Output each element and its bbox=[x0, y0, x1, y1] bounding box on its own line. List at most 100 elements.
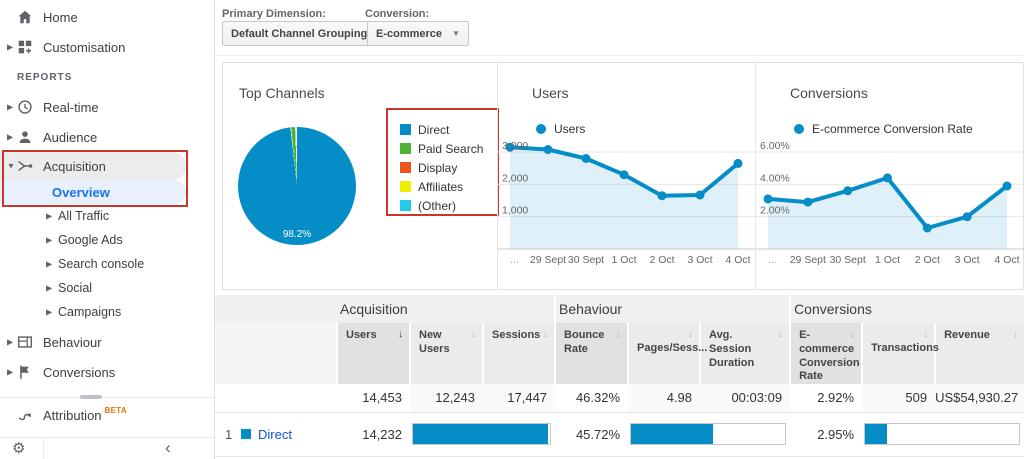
pie-percent-label: 98.2% bbox=[282, 229, 312, 240]
data-point[interactable] bbox=[505, 142, 515, 152]
data-point[interactable] bbox=[581, 154, 591, 163]
x-axis-tick-label: 1 Oct bbox=[611, 254, 636, 266]
sidebar-item-social[interactable]: ▶ Social bbox=[0, 276, 215, 300]
primary-dimension-dropdown[interactable]: Default Channel Grouping ▼ bbox=[222, 21, 395, 46]
sidebar-item-home[interactable]: Home bbox=[0, 2, 215, 32]
summary-bounce-rate: 46.32% bbox=[555, 384, 629, 413]
sort-arrow-icon[interactable]: ↓ bbox=[1013, 329, 1019, 340]
data-point[interactable] bbox=[1002, 181, 1012, 191]
sort-arrow-icon[interactable]: ↓ bbox=[778, 329, 784, 340]
sidebar-item-behaviour[interactable]: ▶ Behaviour bbox=[0, 327, 215, 357]
chevron-right-icon[interactable]: ▶ bbox=[46, 211, 53, 221]
sidebar-item-customisation[interactable]: ▶ Customisation bbox=[0, 32, 215, 62]
legend-item-direct[interactable]: Direct bbox=[400, 120, 497, 139]
users-bar-box bbox=[412, 423, 552, 445]
conversion-series-legend[interactable]: E-commerce Conversion Rate bbox=[794, 122, 973, 136]
data-point[interactable] bbox=[843, 186, 853, 196]
sidebar-item-label: Conversions bbox=[43, 364, 116, 380]
sidebar-item-attribution[interactable]: Attribution BETA bbox=[0, 400, 215, 430]
chevron-right-icon[interactable]: ▶ bbox=[46, 283, 53, 293]
sidebar-item-label: Audience bbox=[43, 129, 98, 145]
sidebar-item-campaigns[interactable]: ▶ Campaigns bbox=[0, 300, 215, 324]
legend-item-display[interactable]: Display bbox=[400, 158, 497, 177]
attribution-icon bbox=[16, 406, 34, 424]
sidebar-item-real-time[interactable]: ▶ Real-time bbox=[0, 92, 215, 122]
chevron-right-icon[interactable]: ▶ bbox=[7, 337, 14, 347]
chevron-right-icon[interactable]: ▶ bbox=[46, 307, 53, 317]
sidebar-item-audience[interactable]: ▶ Audience bbox=[0, 122, 215, 152]
main-content: Primary Dimension: Default Channel Group… bbox=[215, 0, 1024, 459]
sidebar-footer: ⚙ ‹ bbox=[0, 437, 214, 459]
data-point[interactable] bbox=[695, 190, 705, 200]
y-axis-tick-label: 2,000 bbox=[502, 172, 528, 184]
sort-arrow-icon[interactable]: ↓ bbox=[688, 329, 694, 340]
sort-arrow-icon[interactable]: ↓ bbox=[398, 329, 403, 340]
summary-revenue: US$54,930.27 bbox=[935, 384, 1024, 413]
sidebar-item-google-ads[interactable]: ▶ Google Ads bbox=[0, 228, 215, 252]
users-value: 183 bbox=[337, 456, 410, 459]
table-column-header-row: ↓ Users ↓ New Users ↓ Sessions ↓ Bounce Rate ↓ Pa… bbox=[215, 323, 1024, 384]
card-title: Users bbox=[532, 85, 569, 101]
chevron-right-icon[interactable]: ▶ bbox=[46, 259, 53, 269]
chevron-right-icon[interactable]: ▶ bbox=[7, 102, 14, 112]
collapse-sidebar-icon[interactable]: ‹ bbox=[165, 438, 171, 457]
sidebar-item-label: Behaviour bbox=[43, 334, 102, 350]
chevron-down-icon[interactable]: ▼ bbox=[7, 161, 15, 171]
scrollbar-thumb[interactable] bbox=[80, 395, 102, 399]
data-point[interactable] bbox=[619, 170, 629, 180]
column-header-avg-session-duration[interactable]: ↓ Avg. Session Duration bbox=[699, 323, 791, 384]
sort-arrow-icon[interactable]: ↓ bbox=[471, 329, 476, 340]
data-point[interactable] bbox=[543, 145, 553, 154]
sidebar-item-conversions[interactable]: ▶ Conversions bbox=[0, 357, 215, 387]
legend-item-paid-search[interactable]: Paid Search bbox=[400, 139, 497, 158]
column-header-revenue[interactable]: ↓ Revenue bbox=[934, 323, 1024, 384]
data-point[interactable] bbox=[803, 197, 813, 207]
data-point[interactable] bbox=[763, 194, 773, 204]
sidebar-item-overview[interactable]: Overview bbox=[0, 180, 186, 204]
column-header-label: E-commerce Conversion Rate bbox=[799, 329, 860, 383]
group-header-spacer bbox=[215, 295, 337, 323]
legend-dot-icon bbox=[536, 124, 546, 134]
audience-icon bbox=[16, 128, 34, 146]
sort-arrow-icon[interactable]: ↓ bbox=[616, 329, 622, 340]
chevron-right-icon[interactable]: ▶ bbox=[7, 367, 14, 377]
column-header-pages-sess[interactable]: ↓ Pages/Sess... bbox=[627, 323, 707, 384]
users-series-legend[interactable]: Users bbox=[536, 122, 585, 136]
data-point[interactable] bbox=[883, 173, 892, 183]
data-point[interactable] bbox=[733, 158, 743, 168]
summary-pages-sess: 4.98 bbox=[628, 384, 701, 413]
channel-link-direct[interactable]: Direct bbox=[258, 426, 292, 442]
summary-e-commerce-conversion-rate: 2.92% bbox=[790, 384, 863, 413]
sort-arrow-icon[interactable]: ↓ bbox=[850, 329, 856, 340]
sidebar-item-acquisition[interactable]: ▼ Acquisition bbox=[0, 152, 186, 180]
group-header-acquisition: Acquisition bbox=[337, 295, 556, 323]
top-channels-pie-chart[interactable] bbox=[238, 127, 356, 245]
chevron-right-icon[interactable]: ▶ bbox=[46, 235, 53, 245]
data-point[interactable] bbox=[657, 191, 667, 201]
conversion-dropdown[interactable]: E-commerce ▼ bbox=[367, 21, 469, 46]
summary-sessions: 17,447 bbox=[483, 384, 556, 413]
data-point[interactable] bbox=[962, 212, 972, 222]
y-axis-tick-label: 1,000 bbox=[502, 205, 528, 217]
sort-arrow-icon[interactable]: ↓ bbox=[923, 329, 929, 340]
conversions-card: Conversions E-commerce Conversion Rate 2… bbox=[755, 63, 1024, 289]
data-point[interactable] bbox=[922, 223, 932, 233]
chevron-right-icon[interactable]: ▶ bbox=[7, 42, 14, 52]
legend-item-label: (Other) bbox=[418, 198, 457, 213]
column-header-transactions[interactable]: ↓ Transactions bbox=[861, 323, 939, 384]
chevron-right-icon[interactable]: ▶ bbox=[7, 132, 14, 142]
chevron-down-icon: ▼ bbox=[452, 29, 460, 38]
sidebar-item-label: Campaigns bbox=[58, 305, 122, 319]
column-header-users[interactable]: ↓ Users bbox=[336, 323, 410, 384]
table-group-header-row: Acquisition Behaviour Conversions bbox=[215, 295, 1024, 323]
column-header-new-users[interactable]: ↓ New Users bbox=[409, 323, 483, 384]
column-header-e-commerce-conversion-rate[interactable]: ↓ E-commerce Conversion Rate bbox=[789, 323, 863, 384]
legend-item-affiliates[interactable]: Affiliates bbox=[400, 177, 497, 196]
sidebar-item-search-console[interactable]: ▶ Search console bbox=[0, 252, 215, 276]
sidebar-item-all-traffic[interactable]: ▶ All Traffic bbox=[0, 204, 215, 228]
column-header-sessions[interactable]: ↓ Sessions bbox=[481, 323, 556, 384]
legend-item-other[interactable]: (Other) bbox=[400, 196, 497, 215]
gear-icon[interactable]: ⚙ bbox=[12, 440, 26, 457]
sort-arrow-icon[interactable]: ↓ bbox=[543, 329, 549, 340]
column-header-bounce-rate[interactable]: ↓ Bounce Rate bbox=[554, 323, 629, 384]
